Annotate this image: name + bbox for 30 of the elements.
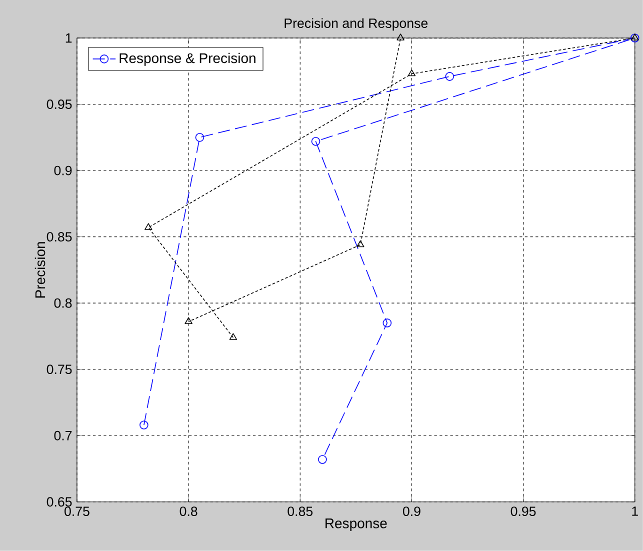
x-tick-label: 0.85: [288, 506, 313, 516]
x-tick-label: 0.75: [64, 506, 90, 516]
point: [184, 317, 192, 324]
y-tick-label: 0.95: [46, 100, 72, 110]
y-axis-title: Precision: [34, 242, 46, 298]
point: [140, 420, 148, 430]
y-tick-label: 0.85: [46, 232, 72, 242]
x-tick-label: 0.95: [510, 506, 536, 516]
point: [382, 318, 392, 328]
x-tick-label: 0.9: [402, 506, 420, 516]
point: [229, 333, 238, 340]
y-tick-label: 0.9: [54, 166, 72, 176]
point: [445, 72, 454, 81]
point: [195, 133, 204, 142]
point: [144, 223, 152, 230]
x-axis-title: Response: [326, 518, 387, 532]
y-tick-label: 0.65: [46, 497, 72, 507]
y-tick-label: 0.7: [54, 430, 72, 440]
y-tick-label: 1: [66, 33, 72, 43]
y-tick-label: 0.8: [54, 298, 72, 308]
point: [356, 240, 364, 248]
point: [318, 455, 327, 464]
point: [311, 137, 320, 146]
x-tick-label: 1: [632, 506, 638, 516]
legend-label: Response & Precision: [120, 52, 256, 66]
point: [408, 69, 416, 76]
y-tick-label: 0.75: [46, 364, 72, 374]
point: [396, 34, 404, 40]
chart-title: Precision and Response: [284, 18, 428, 31]
x-tick-label: 0.8: [180, 506, 198, 516]
